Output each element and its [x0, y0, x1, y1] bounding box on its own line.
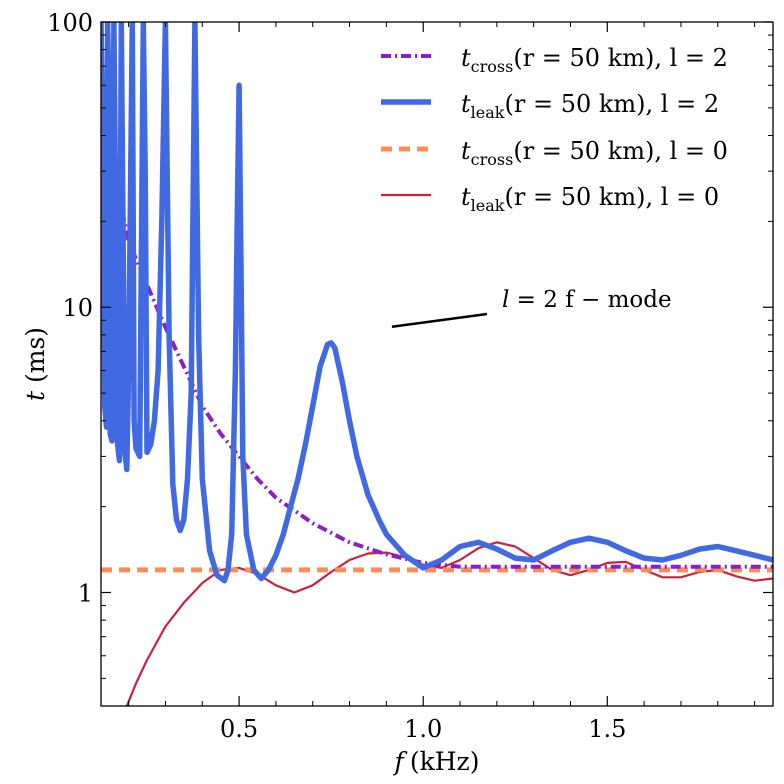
annotation-pointer	[391, 312, 488, 329]
x-tick-label: 1.5	[588, 715, 626, 743]
x-tick-label: 1.0	[404, 715, 442, 743]
series-line-1	[108, 151, 773, 569]
legend-label-2: tleak(r = 50 km), l = 2	[461, 90, 719, 122]
annotation-text: l = 2 f − mode	[502, 287, 672, 313]
legend: tcross(r = 50 km), l = 2 tleak(r = 50 km)…	[381, 44, 728, 215]
plot-frame	[100, 21, 774, 707]
tick-labels: 0.5 1.0 1.5 1 10 100	[47, 9, 626, 743]
fmode-annotation: l = 2 f − mode	[391, 287, 672, 329]
axis-ticks	[101, 21, 773, 707]
x-axis-label: f (kHz)	[393, 747, 480, 776]
y-axis-label: t(ms)	[21, 327, 50, 401]
legend-label-1: tcross(r = 50 km), l = 2	[461, 44, 728, 76]
series-line-4	[125, 541, 773, 706]
plot-lines	[101, 22, 773, 706]
y-tick-label: 100	[47, 9, 93, 37]
series-line-2	[101, 22, 773, 584]
y-tick-label: 1	[78, 579, 93, 607]
y-tick-label: 10	[62, 294, 93, 322]
legend-label-4: tleak(r = 50 km), l = 0	[461, 183, 719, 215]
legend-label-3: tcross(r = 50 km), l = 0	[461, 137, 728, 169]
x-tick-label: 0.5	[220, 715, 258, 743]
